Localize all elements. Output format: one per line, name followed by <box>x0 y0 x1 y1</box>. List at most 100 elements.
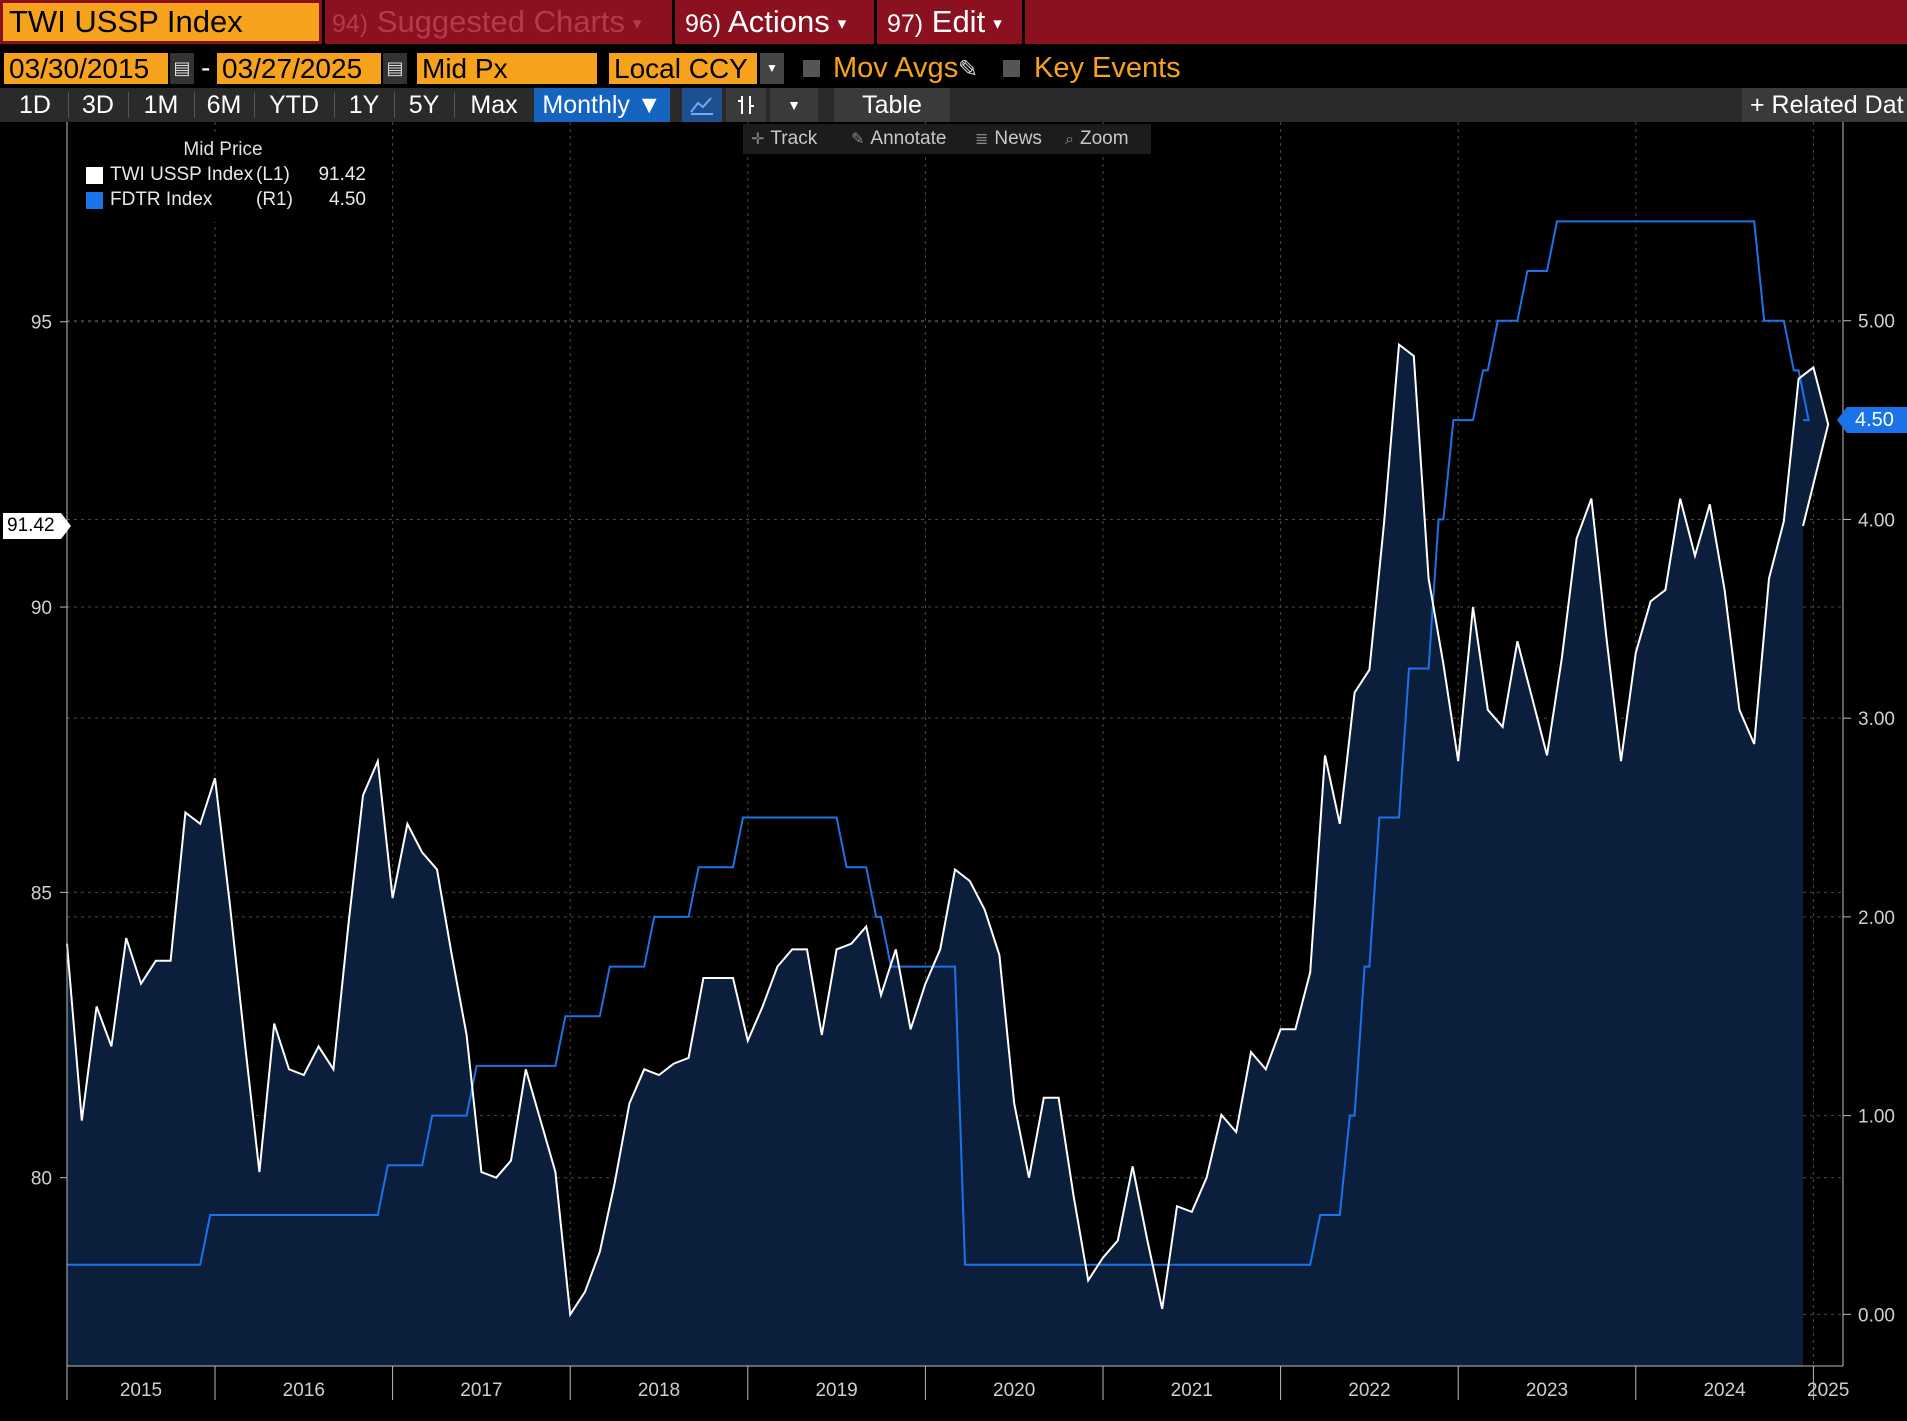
news-label: News <box>994 128 1042 149</box>
right-axis-tick-label: 5.00 <box>1858 312 1895 333</box>
chart-options-row: 03/30/2015 ▤ - 03/27/2025 ▤ Mid Px Local… <box>0 50 1907 86</box>
legend-swatch <box>86 167 103 184</box>
left-axis-tick-label: 95 <box>31 313 52 334</box>
end-date-field[interactable]: 03/27/2025 <box>217 53 381 84</box>
period-button[interactable]: 5Y <box>408 91 440 119</box>
x-axis-year-label: 2023 <box>1526 1380 1568 1401</box>
bar-chart-icon[interactable] <box>726 88 766 122</box>
annotate-tool[interactable]: ✎ Annotate <box>851 124 946 154</box>
chevron-down-icon[interactable]: ▼ <box>770 88 818 122</box>
legend-axis: (L1) <box>256 164 290 185</box>
zoom-tool[interactable]: ⌕ Zoom <box>1065 124 1129 154</box>
date-separator: - <box>201 52 211 83</box>
separator <box>334 92 335 118</box>
legend-series-name: TWI USSP Index <box>110 164 254 185</box>
news-tool[interactable]: ≣ News <box>975 124 1042 154</box>
chevron-down-icon[interactable]: ▼ <box>760 53 784 84</box>
annotate-label: Annotate <box>870 128 947 149</box>
legend-title: Mid Price <box>183 139 263 160</box>
key-events-checkbox[interactable] <box>1003 60 1020 77</box>
menu-number: 94) <box>332 10 369 38</box>
related-data-button[interactable]: + Related Dat <box>1742 88 1907 122</box>
twi-series-line <box>66 342 1830 1318</box>
legend-series-name: FDTR Index <box>110 189 213 210</box>
x-axis-year-label: 2017 <box>460 1380 502 1401</box>
left-axis-tick-label: 85 <box>31 883 52 904</box>
security-ticker-field[interactable]: TWI USSP Index <box>3 3 319 41</box>
currency-select[interactable]: Local CCY <box>609 53 757 84</box>
period-button[interactable]: 6M <box>206 91 242 119</box>
chart-legend[interactable]: Mid Price TWI USSP Index (L1) 91.42 FDTR… <box>78 136 368 222</box>
separator <box>128 92 129 118</box>
legend-axis: (R1) <box>256 189 293 210</box>
left-axis-tick-label: 80 <box>31 1169 52 1190</box>
track-label: Track <box>770 128 818 149</box>
legend-swatch <box>86 192 103 209</box>
left-axis-tick-label: 90 <box>31 598 52 619</box>
menu-label: Actions <box>728 4 830 39</box>
period-button[interactable]: 1M <box>143 91 179 119</box>
right-axis-tick-label: 2.00 <box>1858 908 1895 929</box>
axes <box>60 122 1851 1400</box>
x-axis-year-label: 2020 <box>993 1380 1035 1401</box>
separator <box>454 92 455 118</box>
separator <box>254 92 255 118</box>
separator <box>194 92 195 118</box>
command-bar: TWI USSP Index 94) Suggested Charts ▾ 96)… <box>0 0 1907 44</box>
suggested-charts-menu[interactable]: 94) Suggested Charts ▾ <box>332 3 641 41</box>
period-toolbar: 1D 3D 1M 6M YTD 1Y 5Y Max Monthly ▼ ▼ Ta… <box>0 88 1907 122</box>
separator <box>1022 0 1025 44</box>
period-button[interactable]: Max <box>470 91 518 119</box>
calendar-icon[interactable]: ▤ <box>170 53 194 84</box>
period-button[interactable]: YTD <box>269 91 319 119</box>
zoom-label: Zoom <box>1079 128 1129 149</box>
frequency-dropdown[interactable]: Monthly ▼ <box>534 88 670 122</box>
edit-menu[interactable]: 97) Edit ▾ <box>887 3 1002 41</box>
right-axis-tick-label: 1.00 <box>1858 1107 1895 1128</box>
line-chart-icon[interactable] <box>682 88 722 122</box>
period-button[interactable]: 3D <box>82 91 114 119</box>
menu-number: 96) <box>685 10 722 38</box>
x-axis-year-label: 2021 <box>1171 1380 1213 1401</box>
mov-avgs-label[interactable]: Mov Avgs <box>833 52 959 84</box>
chart-tools-bar: ✛ Track ✎ Annotate ≣ News ⌕ Zoom <box>743 124 1151 154</box>
menu-number: 97) <box>887 10 924 38</box>
actions-menu[interactable]: 96) Actions ▾ <box>685 3 846 41</box>
x-axis-year-label: 2025 <box>1807 1380 1849 1401</box>
pencil-icon: ✎ <box>851 131 865 148</box>
x-axis-year-label: 2015 <box>120 1380 162 1401</box>
mov-avgs-checkbox[interactable] <box>803 60 820 77</box>
table-button[interactable]: Table <box>834 88 950 122</box>
period-button[interactable]: 1Y <box>348 91 380 119</box>
legend-value: 4.50 <box>329 189 366 210</box>
menu-label: Edit <box>931 4 986 39</box>
last-value-tag-right: 4.50 <box>1837 407 1907 434</box>
x-axis-year-label: 2018 <box>638 1380 680 1401</box>
price-field-select[interactable]: Mid Px <box>417 53 597 84</box>
period-button[interactable]: 1D <box>19 91 51 119</box>
tick-labels: 80 85 90 95 0.00 1.00 2.00 3.00 4.00 5.00 2015 2016… <box>31 312 1895 1401</box>
chevron-down-icon: ▾ <box>993 14 1002 33</box>
last-value-tag-left: 91.42 <box>3 513 71 539</box>
track-tool[interactable]: ✛ Track <box>751 124 817 154</box>
legend-value: 91.42 <box>318 164 366 185</box>
x-axis-year-label: 2024 <box>1703 1380 1746 1401</box>
right-axis-tick-label: 3.00 <box>1858 709 1895 730</box>
menu-label: Suggested Charts <box>376 4 625 39</box>
chart-area[interactable]: 80 85 90 95 0.00 1.00 2.00 3.00 4.00 5.00 2015 2016… <box>0 122 1907 1421</box>
separator <box>394 92 395 118</box>
separator <box>874 0 877 44</box>
chevron-down-icon: ▾ <box>837 14 847 33</box>
crosshair-icon: ✛ <box>751 131 765 148</box>
chevron-down-icon: ▾ <box>632 14 642 33</box>
separator <box>672 0 675 44</box>
legend-item[interactable]: TWI USSP Index (L1) 91.42 <box>86 164 366 188</box>
calendar-icon[interactable]: ▤ <box>383 53 407 84</box>
legend-item[interactable]: FDTR Index (R1) 4.50 <box>86 189 366 213</box>
right-axis-tick-label: 4.00 <box>1858 510 1895 531</box>
x-axis-year-label: 2022 <box>1348 1380 1390 1401</box>
start-date-field[interactable]: 03/30/2015 <box>4 53 168 84</box>
key-events-label[interactable]: Key Events <box>1034 52 1181 84</box>
pencil-icon[interactable]: ✎ <box>958 56 979 83</box>
separator <box>68 92 69 118</box>
